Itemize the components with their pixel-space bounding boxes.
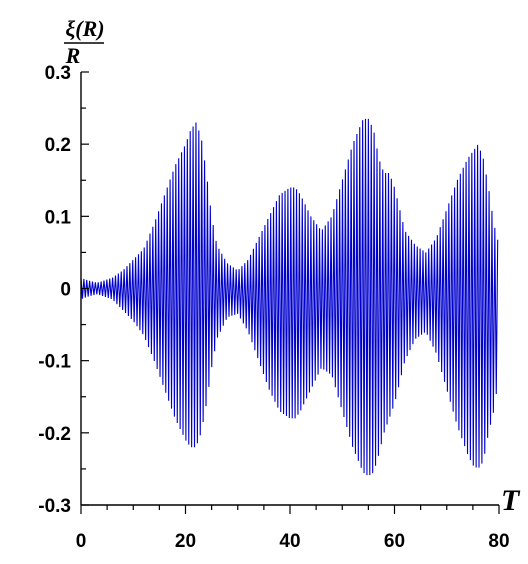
x-tick-label: 60 — [384, 531, 405, 552]
y-tick-label: -0.1 — [38, 352, 71, 373]
y-axis-title: ξ(R) R — [64, 16, 105, 68]
y-axis-title-denominator: R — [65, 43, 81, 68]
axes — [80, 71, 500, 514]
y-tick-label: -0.2 — [38, 424, 71, 445]
y-tick-label: -0.3 — [38, 496, 71, 517]
tick-labels: 0.30.20.10-0.1-0.2-0.30 20 40 60 80 — [38, 63, 509, 552]
x-tick-label: 80 — [488, 531, 509, 552]
y-tick-label: 0.3 — [45, 63, 71, 84]
signal-series — [80, 118, 499, 476]
y-tick-label: 0.2 — [45, 135, 71, 156]
x-axis-title: T — [501, 484, 521, 517]
signal-line — [80, 118, 499, 476]
x-tick-label: 20 — [175, 531, 196, 552]
y-tick-label: 0.1 — [45, 207, 72, 228]
x-tick-label: 40 — [279, 531, 300, 552]
y-tick-label: 0 — [60, 280, 71, 301]
y-axis-title-numerator: ξ(R) — [65, 16, 104, 41]
x-tick-label: 0 — [76, 531, 87, 552]
